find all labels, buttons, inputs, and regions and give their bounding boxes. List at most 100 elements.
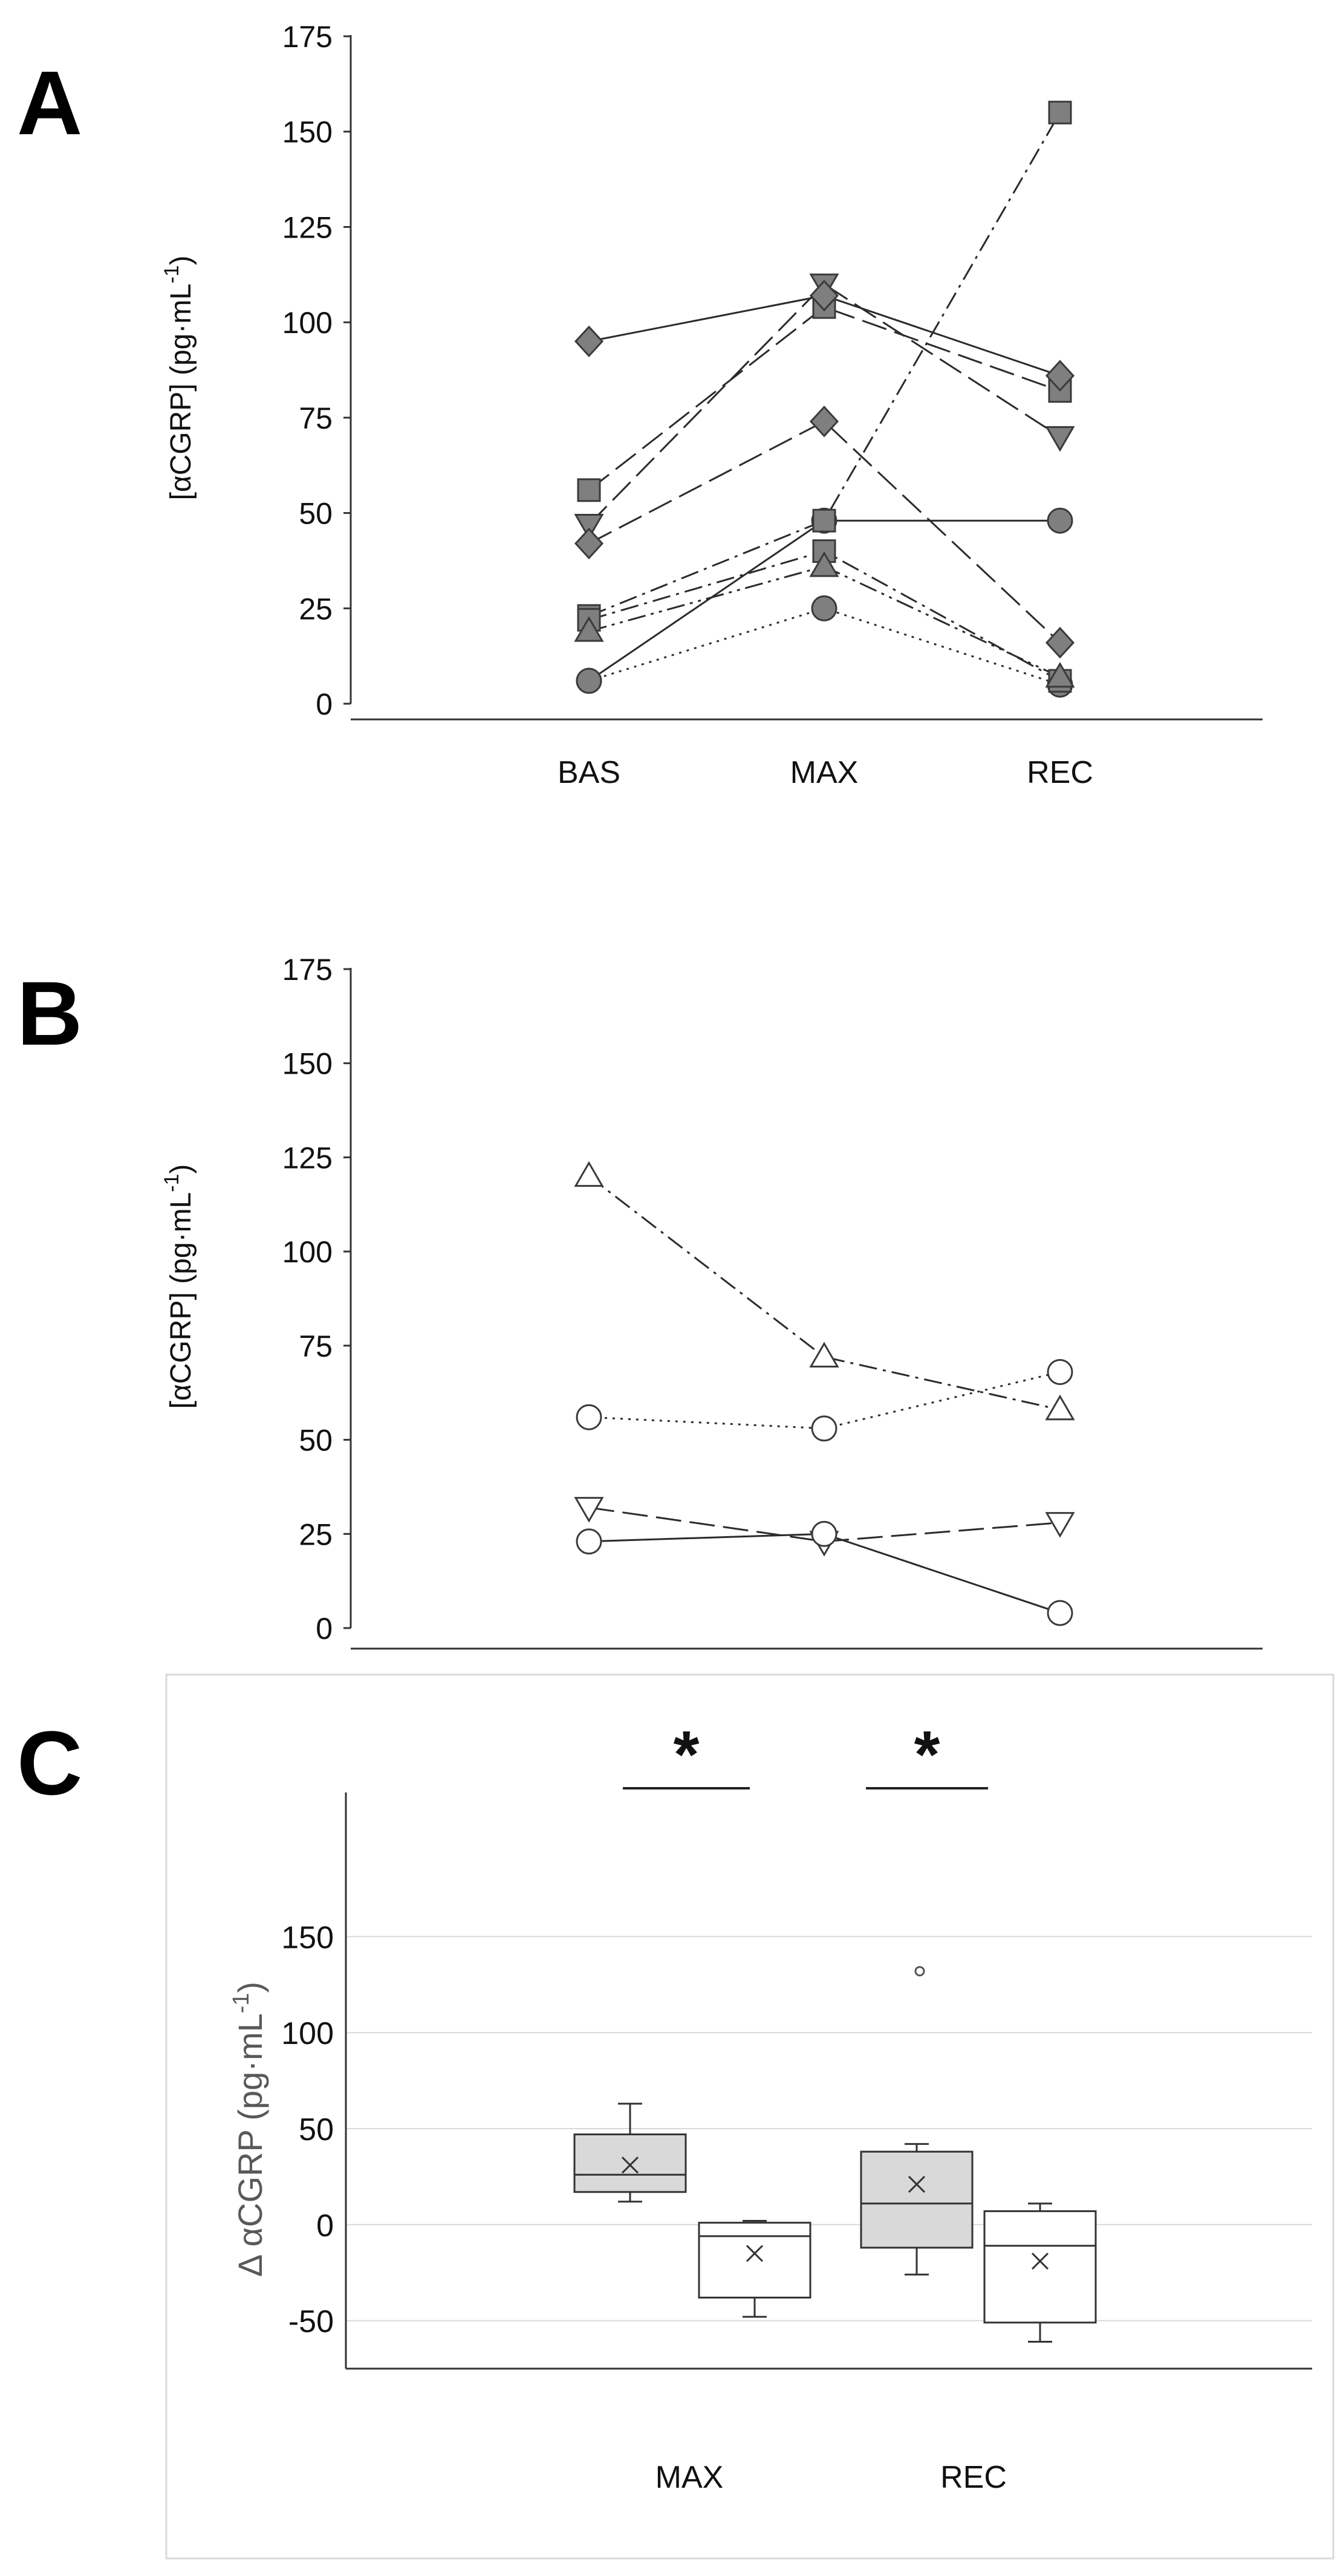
x-category-label: MAX — [655, 2460, 724, 2495]
panel-b-markers — [574, 1161, 1075, 1626]
y-tick-label: 0 — [316, 1612, 333, 1646]
panel-a: A [αCGRP] (pg·mL-1) 1751501251007550250 … — [17, 20, 1263, 790]
mean-marker — [621, 2156, 639, 2174]
y-tick-label: -50 — [288, 2305, 334, 2340]
data-point-triangle-down — [574, 1497, 604, 1523]
data-point-triangle-up — [1045, 1394, 1075, 1421]
y-tick-label: 0 — [316, 687, 333, 721]
panel-a-markers — [574, 100, 1075, 698]
significance-star: * — [914, 1718, 940, 1792]
panel-c-axes — [345, 1792, 1312, 2370]
data-point-circle — [811, 595, 837, 621]
y-tick-label: 50 — [299, 2112, 334, 2147]
box-max-gray — [573, 2103, 687, 2203]
data-point-triangle-up — [574, 1161, 604, 1187]
panel-b-letter: B — [17, 962, 82, 1064]
box-rec-white — [983, 2202, 1097, 2343]
data-point-circle — [576, 1404, 602, 1430]
panel-a-axes — [350, 35, 1263, 721]
data-point-triangle-down — [574, 513, 604, 540]
data-point-circle — [576, 1528, 602, 1555]
x-category-label: REC — [940, 2460, 1007, 2495]
box-iqr — [983, 2210, 1097, 2324]
significance-star: * — [674, 1718, 700, 1792]
y-tick-label: 50 — [299, 497, 333, 531]
panel-a-x-ticks: BAS MAX REC — [558, 755, 1093, 790]
mean-marker — [908, 2176, 926, 2193]
y-tick-label: 25 — [299, 592, 333, 626]
y-tick-label: 100 — [281, 2016, 334, 2051]
y-tick-label: 75 — [299, 401, 333, 435]
y-tick-label: 0 — [316, 2208, 334, 2243]
panel-a-letter: A — [17, 52, 82, 154]
data-point-square — [577, 478, 601, 502]
data-point-circle — [576, 667, 602, 694]
data-point-diamond — [809, 279, 839, 312]
panel-a-y-ticks: 175 150 125 100 75 50 25 0 — [282, 20, 351, 721]
y-tick-label: 25 — [299, 1517, 333, 1551]
series-line — [588, 283, 1061, 525]
panel-b-y-axis-label: [αCGRP] (pg·mL-1) — [160, 1164, 197, 1409]
data-point-diamond — [809, 405, 839, 438]
data-point-diamond — [1045, 360, 1075, 392]
mean-marker — [1031, 2253, 1049, 2270]
y-tick-label: 150 — [282, 115, 333, 149]
y-tick-label: 125 — [282, 1141, 333, 1175]
data-point-triangle-up — [809, 1342, 839, 1368]
data-point-diamond — [574, 325, 604, 357]
series-line — [588, 1175, 1061, 1411]
data-point-circle — [1047, 1600, 1073, 1626]
y-tick-label: 100 — [282, 1235, 333, 1269]
x-category-label: REC — [1027, 755, 1093, 790]
y-tick-label: 175 — [282, 953, 333, 987]
box-iqr — [698, 2222, 811, 2299]
y-tick-label: 75 — [299, 1329, 333, 1363]
panel-c-significance: * * — [623, 1718, 988, 1792]
x-category-label: MAX — [790, 755, 859, 790]
data-point-diamond — [574, 527, 604, 560]
mean-marker — [746, 2245, 764, 2262]
series-line — [588, 306, 1061, 491]
panel-b: B [αCGRP] (pg·mL-1) 1751501251007550250 … — [17, 953, 1263, 1719]
data-point-triangle-up — [809, 551, 839, 577]
box-max-white — [698, 2219, 811, 2318]
panel-c-boxes — [573, 1966, 1097, 2343]
y-tick-label: 175 — [282, 20, 333, 54]
data-point-square — [812, 539, 836, 563]
data-point-square — [812, 508, 836, 533]
y-tick-label: 100 — [282, 306, 333, 340]
series-line — [588, 420, 1061, 644]
box-rec-gray — [860, 1966, 974, 2276]
data-point-circle — [811, 1520, 837, 1547]
panel-c-y-ticks: 150 100 50 0 -50 — [281, 1920, 334, 2339]
box-iqr — [573, 2133, 687, 2193]
panel-c-gridlines — [346, 1936, 1312, 2321]
data-point-circle — [1047, 1358, 1073, 1385]
panel-b-y-ticks: 175 150 125 100 75 50 25 0 — [282, 953, 351, 1646]
data-point-triangle-down — [1045, 1512, 1075, 1538]
series-line — [588, 112, 1061, 617]
panel-c-frame — [165, 1673, 1335, 2560]
data-point-circle — [1047, 507, 1073, 534]
panel-c-letter: C — [17, 1712, 82, 1814]
panel-b-axes — [350, 968, 1263, 1650]
panel-c-x-ticks: MAX REC — [655, 2460, 1007, 2495]
panel-c-y-axis-label: Δ αCGRP (pg·mL-1) — [229, 1982, 269, 2277]
series-line — [588, 565, 1061, 678]
y-tick-label: 150 — [281, 1920, 334, 1955]
data-point-triangle-up — [574, 616, 604, 642]
data-point-circle — [811, 1415, 837, 1442]
outlier-point — [914, 1966, 925, 1977]
panel-a-y-axis-label: [αCGRP] (pg·mL-1) — [160, 256, 197, 501]
y-tick-label: 50 — [299, 1424, 333, 1458]
y-tick-label: 150 — [282, 1047, 333, 1081]
y-tick-label: 125 — [282, 210, 333, 244]
box-iqr — [860, 2150, 974, 2249]
data-point-triangle-up — [1045, 661, 1075, 688]
data-point-square — [1048, 100, 1072, 125]
x-category-label: BAS — [558, 755, 620, 790]
data-point-diamond — [1045, 626, 1075, 659]
data-point-triangle-down — [1045, 426, 1075, 452]
